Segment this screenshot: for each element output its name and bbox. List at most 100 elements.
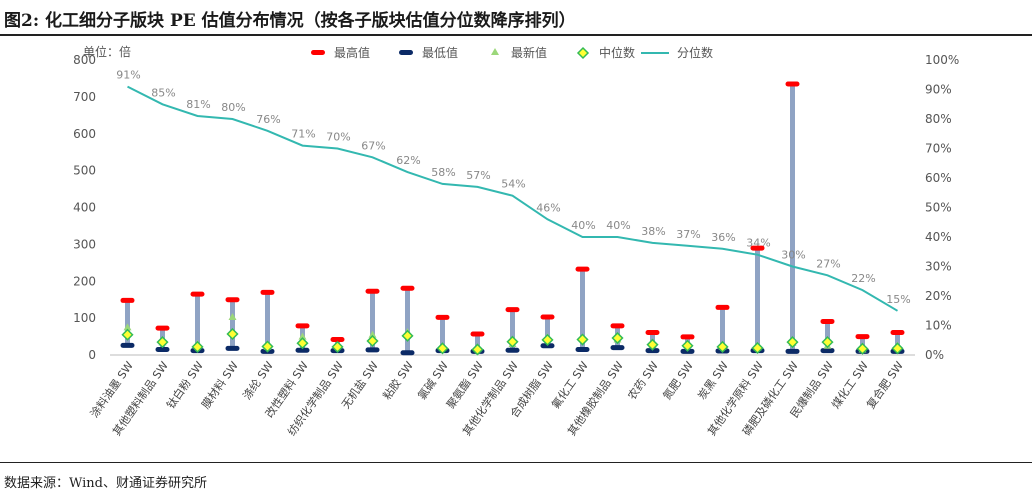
y-tick-label: 100 bbox=[73, 311, 96, 325]
percentile-label: 36% bbox=[711, 231, 735, 244]
latest-marker bbox=[368, 330, 377, 338]
category-label: 农药 SW bbox=[625, 359, 661, 403]
median-marker bbox=[611, 331, 624, 345]
percentile-label: 70% bbox=[326, 131, 350, 144]
percentile-label: 57% bbox=[466, 169, 490, 182]
footer-divider bbox=[0, 462, 1032, 463]
range-bar bbox=[545, 317, 550, 346]
range-bar bbox=[370, 291, 375, 350]
range-bar bbox=[790, 83, 795, 352]
legend-min-swatch bbox=[399, 50, 413, 55]
median-marker bbox=[121, 328, 134, 341]
y2-tick-label: 50% bbox=[925, 201, 952, 215]
category-label: 粘胶 SW bbox=[380, 359, 416, 403]
pe-valuation-chart: 最高值 最低值 最新值 中位数 分位数 单位：倍 0 100 200 300 400 500 600… bbox=[73, 44, 959, 438]
percentile-label: 27% bbox=[816, 257, 840, 270]
legend-median-swatch bbox=[576, 46, 590, 60]
percentile-label: 81% bbox=[186, 98, 210, 111]
title-divider bbox=[0, 34, 1032, 36]
min-marker bbox=[505, 347, 520, 353]
unit-label: 单位：倍 bbox=[83, 44, 131, 59]
median-marker bbox=[436, 342, 449, 355]
max-marker bbox=[785, 81, 800, 87]
range-bar bbox=[195, 294, 200, 351]
y2-tick-label: 80% bbox=[925, 112, 952, 126]
range-bar bbox=[510, 309, 515, 351]
percentile-label: 30% bbox=[781, 249, 805, 262]
min-marker bbox=[785, 348, 800, 354]
y2-tick-label: 30% bbox=[925, 260, 952, 274]
percentile-label: 46% bbox=[536, 201, 560, 214]
min-marker bbox=[120, 342, 135, 348]
range-bar bbox=[580, 269, 585, 350]
percentile-label: 38% bbox=[641, 225, 665, 238]
range-bars bbox=[125, 83, 900, 353]
latest-marker bbox=[228, 313, 237, 321]
max-marker bbox=[575, 266, 590, 272]
y-axis-right: 0% 10% 20% 30% 40% 50% 60% 70% 80% 90% 100% bbox=[925, 53, 959, 362]
y2-tick-label: 100% bbox=[925, 53, 959, 67]
median-marker bbox=[821, 336, 834, 349]
median-marker bbox=[541, 333, 554, 346]
percentile-label: 76% bbox=[256, 113, 280, 126]
median-marker bbox=[226, 327, 239, 341]
min-marker bbox=[400, 350, 415, 356]
range-bar bbox=[265, 292, 270, 352]
y2-tick-label: 0% bbox=[925, 348, 944, 362]
max-marker bbox=[715, 304, 730, 310]
legend-label: 最低值 bbox=[422, 45, 458, 60]
median-marker bbox=[716, 340, 729, 353]
max-marker bbox=[155, 325, 170, 331]
y2-tick-label: 20% bbox=[925, 289, 952, 303]
legend-latest-swatch bbox=[491, 48, 499, 55]
max-marker bbox=[330, 337, 345, 343]
percentile-label: 54% bbox=[501, 178, 525, 191]
chart-legend: 最高值 最低值 最新值 中位数 分位数 bbox=[311, 45, 713, 60]
legend-label: 最高值 bbox=[334, 45, 370, 60]
percentile-label: 67% bbox=[361, 139, 385, 152]
legend-max-swatch bbox=[311, 50, 325, 55]
percentile-label: 15% bbox=[886, 293, 910, 306]
median-marker bbox=[576, 333, 589, 346]
median-marker bbox=[506, 335, 519, 348]
max-marker bbox=[610, 323, 625, 329]
range-bar bbox=[405, 288, 410, 353]
percentile-label: 71% bbox=[291, 128, 315, 141]
percentile-line bbox=[127, 85, 899, 312]
max-marker bbox=[645, 330, 660, 336]
median-marker bbox=[191, 340, 204, 353]
y-tick-label: 0 bbox=[88, 348, 96, 362]
percentile-line-group: 91% 85% 81% 80% 76% 71% 70% 67% 62% 58% 57% 54% 46% 4… bbox=[116, 69, 911, 312]
legend-label: 最新值 bbox=[511, 45, 547, 60]
percentile-label: 58% bbox=[431, 166, 455, 179]
range-bar bbox=[475, 333, 480, 352]
median-marker bbox=[856, 342, 869, 355]
y-axis-left: 0 100 200 300 400 500 600 700 800 bbox=[73, 53, 96, 362]
category-label: 氮肥 SW bbox=[660, 359, 696, 403]
median-marker bbox=[156, 336, 169, 349]
median-marker bbox=[751, 341, 764, 355]
max-marker bbox=[680, 334, 695, 340]
percentile-label: 85% bbox=[151, 86, 175, 99]
range-bar bbox=[230, 299, 235, 349]
min-marker bbox=[295, 347, 310, 353]
min-marker bbox=[365, 347, 380, 353]
y2-tick-label: 70% bbox=[925, 142, 952, 156]
median-marker bbox=[261, 340, 274, 353]
y-tick-label: 500 bbox=[73, 164, 96, 178]
max-marker bbox=[365, 288, 380, 294]
max-marker bbox=[295, 323, 310, 329]
max-marker bbox=[225, 297, 240, 303]
range-bar bbox=[825, 321, 830, 351]
min-marker bbox=[610, 345, 625, 351]
max-marker bbox=[435, 314, 450, 320]
category-label: 涤纶 SW bbox=[240, 359, 276, 403]
median-marker bbox=[646, 338, 659, 351]
range-bar bbox=[125, 300, 130, 346]
median-marker bbox=[786, 336, 799, 349]
min-marker bbox=[575, 346, 590, 352]
y-tick-label: 700 bbox=[73, 90, 96, 104]
percentile-label: 40% bbox=[571, 219, 595, 232]
percentile-label: 80% bbox=[221, 101, 245, 114]
max-marker bbox=[400, 285, 415, 291]
